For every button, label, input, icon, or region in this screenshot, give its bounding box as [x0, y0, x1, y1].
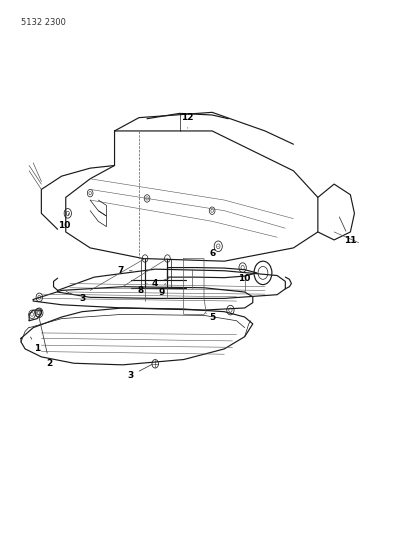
Text: 9: 9	[158, 284, 165, 296]
Text: 3: 3	[66, 292, 85, 303]
Text: 5132 2300: 5132 2300	[21, 18, 66, 27]
Text: 3: 3	[128, 364, 153, 380]
Text: 12: 12	[182, 113, 194, 128]
Text: 11: 11	[339, 217, 357, 246]
Text: 7: 7	[118, 266, 132, 275]
Text: 6: 6	[209, 246, 218, 258]
Text: 10: 10	[58, 213, 70, 230]
Text: 4: 4	[152, 278, 169, 288]
Text: 2: 2	[39, 316, 53, 368]
Text: 5: 5	[206, 312, 215, 321]
Text: 8: 8	[138, 284, 147, 295]
Text: 1: 1	[31, 337, 40, 353]
Text: 10: 10	[238, 273, 251, 282]
